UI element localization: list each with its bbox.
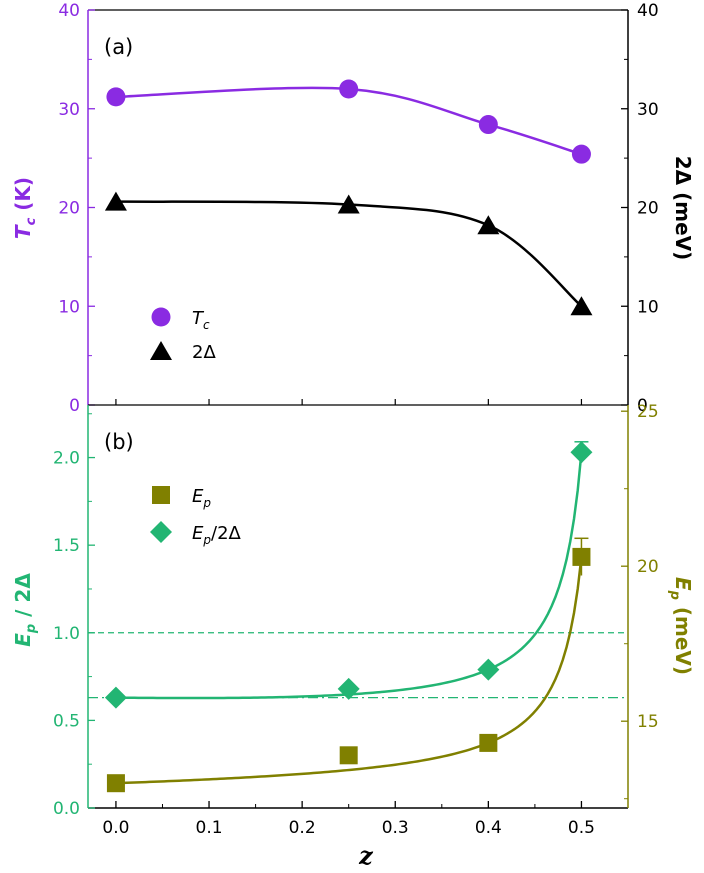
panel-a-right-tick-label: 20 — [637, 199, 659, 219]
panel-a-left-tick-label: 10 — [58, 297, 80, 317]
panel-b-data-point-0 — [106, 774, 125, 793]
panel-b-left-tick-label: 1.5 — [53, 536, 80, 556]
panel-a-label: (a) — [104, 35, 133, 59]
panel-b-data-point-0 — [479, 733, 498, 752]
panel-a-left-tick-label: 0 — [69, 396, 80, 416]
panel-a-right-tick-label: 30 — [637, 100, 659, 120]
panel-b-legend-marker-0 — [152, 486, 170, 504]
panel-b-x-tick-label: 0.1 — [196, 818, 223, 838]
panel-b: 0.0 0.5 1.0 1.5 2.0 15 20 25 0.0 0.1 0.2 0.3 0.4 0.5 z… — [11, 402, 695, 870]
panel-a-data-point-1 — [477, 215, 500, 235]
panel-a-data-point-1 — [337, 194, 360, 214]
panel-b-label: (b) — [104, 430, 134, 454]
panel-b-left-tick-label: 2.0 — [53, 449, 80, 469]
panel-a-left-tick-label: 40 — [58, 1, 80, 21]
panel-b-legend-marker-1 — [150, 521, 172, 543]
panel-a-data-point-1 — [570, 296, 593, 316]
panel-a-data-point-0 — [339, 79, 359, 99]
panel-b-data-point-1 — [104, 686, 127, 709]
panel-a-series-line-0 — [115, 86, 582, 156]
panel-b-right-tick-label: 15 — [637, 712, 659, 732]
panel-a-data-point-1 — [104, 191, 127, 211]
panel-b-left-tick-label: 1.0 — [53, 624, 80, 644]
panel-a-data-point-0 — [571, 144, 591, 164]
panel-b-data-point-0 — [572, 547, 591, 566]
panel-b-data-point-1 — [570, 441, 593, 464]
panel-b-right-axis-label: Ep (meV) — [667, 577, 695, 675]
panel-a-right-axis-label: 2Δ (meV) — [671, 156, 695, 261]
panel-b-x-tick-label: 0.2 — [289, 818, 316, 838]
panel-a-right-tick-label: 40 — [637, 1, 659, 21]
panel-b-right-tick-label: 25 — [637, 402, 659, 422]
panel-a-legend-marker-0 — [151, 307, 171, 327]
panel-a-series-line-1 — [115, 200, 583, 308]
panel-b-x-tick-label: 0.4 — [475, 818, 502, 838]
panel-a-left-tick-label: 30 — [58, 100, 80, 120]
panel-a-legend-marker-1 — [150, 341, 172, 360]
panel-b-data-point-1 — [477, 658, 500, 681]
panel-b-x-tick-label: 0.3 — [382, 818, 409, 838]
panel-b-left-tick-label: 0.5 — [53, 711, 80, 731]
panel-a-data-point-0 — [106, 87, 126, 107]
x-axis-label: z — [358, 841, 374, 870]
panel-b-left-axis-label: Ep / 2Δ — [11, 573, 39, 647]
panel-b-legend-label-0: Ep — [192, 486, 211, 510]
panel-a-right-tick-label: 10 — [637, 297, 659, 317]
panel-a-right-tick-label: 0 — [637, 396, 648, 416]
panel-b-x-tick-label: 0.0 — [102, 818, 129, 838]
panel-b-data-point-1 — [337, 677, 360, 700]
panel-a: 0 10 20 30 40 0 10 20 30 40 Tc (K) 2Δ (meV) (a) Tc 2Δ — [11, 1, 695, 416]
panel-b-left-tick-label: 0.0 — [53, 799, 80, 819]
panel-b-series-line-1 — [115, 452, 583, 700]
panel-a-left-tick-label: 20 — [58, 199, 80, 219]
panel-b-x-tick-label: 0.5 — [568, 818, 595, 838]
panel-a-legend-label-1: 2Δ — [192, 342, 216, 363]
panel-b-data-point-0 — [339, 746, 358, 765]
panel-a-data-point-0 — [478, 115, 498, 135]
panel-b-series-line-0 — [115, 556, 583, 785]
panel-a-legend-label-0: Tc — [192, 308, 210, 332]
panel-a-left-axis-label: Tc (K) — [11, 177, 39, 239]
panel-b-legend-label-1: Ep/2Δ — [192, 523, 242, 547]
panel-b-right-tick-label: 20 — [637, 557, 659, 577]
